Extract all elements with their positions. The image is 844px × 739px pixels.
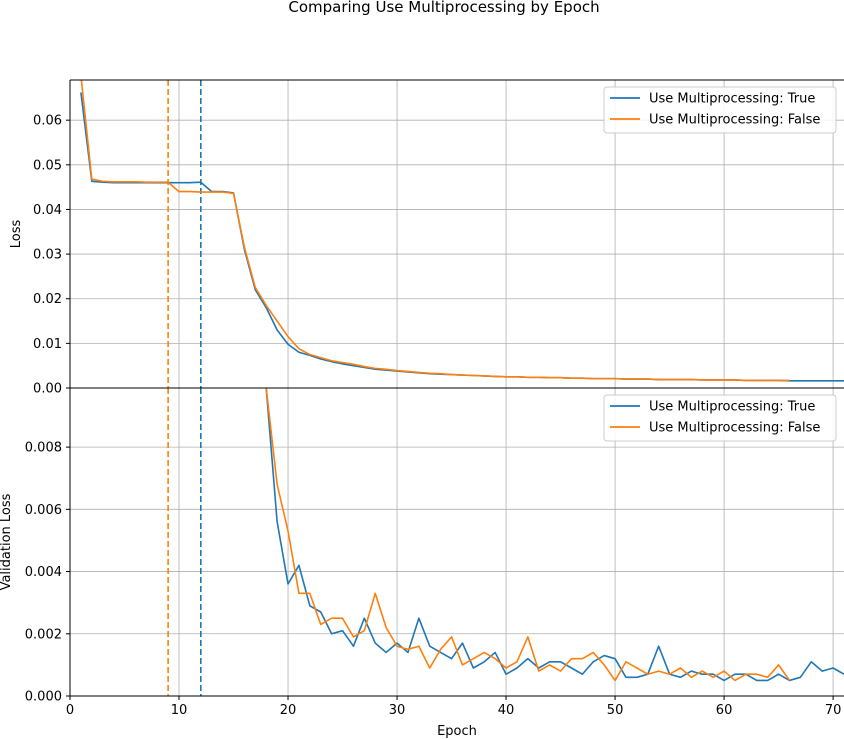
y-tick-label: 0.008 <box>25 441 62 456</box>
y-tick-label: 0.002 <box>25 627 62 642</box>
x-axis-label: Epoch <box>437 724 477 739</box>
y-tick-label: 0.04 <box>33 203 62 218</box>
y-tick-label: 0.02 <box>33 292 62 307</box>
y-tick-label: 0.00 <box>33 382 62 397</box>
series-line-false <box>265 388 791 682</box>
y-axis-label: Validation Loss <box>0 493 14 590</box>
x-tick-label: 40 <box>498 703 515 718</box>
x-tick-label: 30 <box>389 703 406 718</box>
y-tick-label: 0.06 <box>33 114 62 129</box>
legend: Use Multiprocessing: True Use Multiproces… <box>603 86 837 134</box>
series-group <box>265 388 844 682</box>
series-line-true <box>265 388 844 682</box>
x-tick-label: 60 <box>716 703 733 718</box>
legend: Use Multiprocessing: True Use Multiproces… <box>603 394 837 442</box>
legend-box <box>603 86 837 134</box>
x-tick-label: 0 <box>66 703 74 718</box>
legend-entry: Use Multiprocessing: True <box>649 400 815 415</box>
panel-2: 0.000 0.002 0.004 0.006 0.008 Validation Loss… <box>0 387 844 718</box>
y-tick-label: 0.000 <box>25 690 62 705</box>
chart-title: Comparing Use Multiprocessing by Epoch <box>288 0 599 16</box>
panels-group: 0.00 0.01 0.02 0.03 0.04 0.05 0.06 Loss Use Mult… <box>0 79 844 718</box>
x-tick-label: 70 <box>825 703 842 718</box>
y-tick-label: 0.03 <box>33 248 62 263</box>
legend-entry: Use Multiprocessing: True <box>649 92 815 107</box>
y-tick-label: 0.006 <box>25 503 62 518</box>
series-group <box>80 80 844 382</box>
y-tick-label: 0.004 <box>25 565 62 580</box>
series-line-false <box>80 80 790 382</box>
y-tick-label: 0.01 <box>33 337 62 352</box>
x-tick-label: 10 <box>171 703 188 718</box>
legend-box <box>603 394 837 442</box>
legend-entry: Use Multiprocessing: False <box>649 113 820 128</box>
x-tick-label: 50 <box>607 703 624 718</box>
x-tick-label: 20 <box>280 703 297 718</box>
y-axis-label: Loss <box>9 220 24 249</box>
y-tick-label: 0.05 <box>33 158 62 173</box>
legend-entry: Use Multiprocessing: False <box>649 421 820 436</box>
